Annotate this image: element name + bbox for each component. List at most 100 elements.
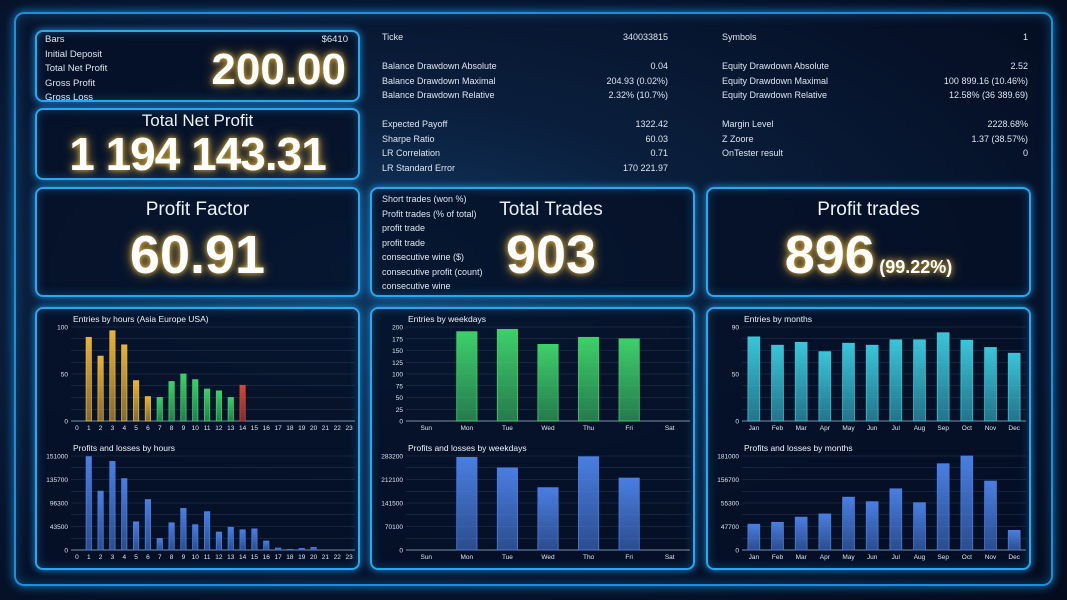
x-tick-label: Wed — [541, 554, 555, 561]
bar — [310, 547, 317, 551]
bar — [168, 522, 175, 551]
x-tick-label: 9 — [182, 554, 186, 561]
bar — [936, 332, 950, 422]
y-tick-label: 125 — [392, 360, 403, 367]
bar — [496, 328, 518, 422]
bar — [144, 499, 151, 551]
corner-value: $6410 — [321, 34, 348, 45]
trade-stat-label: Profit trades (% of total) — [382, 208, 477, 219]
x-tick-label: 19 — [298, 554, 306, 561]
x-tick-label: 12 — [215, 425, 223, 432]
bar — [275, 547, 282, 551]
bar — [747, 523, 761, 551]
stat-value: 170 221.97 — [622, 162, 668, 173]
stat-label: Equity Drawdown Absolute — [722, 61, 830, 71]
x-tick-label: Sun — [420, 554, 432, 561]
total-trades-value: 903 — [505, 225, 597, 285]
stat-value: 340033815 — [622, 32, 668, 42]
stat-value: 60.03 — [645, 133, 668, 144]
y-tick-label: 0 — [399, 548, 403, 555]
trade-stat-label: Short trades (won %) — [382, 194, 467, 204]
bar — [865, 344, 879, 422]
x-tick-label: Fri — [625, 554, 633, 561]
x-tick-label: 13 — [227, 554, 235, 561]
bar — [818, 351, 832, 422]
bar — [109, 461, 116, 551]
stat-row: Expected Payoff 1322.42 — [382, 117, 668, 132]
bar — [180, 373, 187, 422]
y-tick-label: 212100 — [381, 477, 403, 484]
stat-label: Ticke — [382, 32, 404, 42]
bar — [251, 528, 258, 551]
x-tick-label: 8 — [170, 554, 174, 561]
x-tick-label: 0 — [75, 554, 79, 561]
bar — [133, 521, 140, 551]
profits-by-hours-chart: Profits and losses by hours0435009630013… — [46, 443, 355, 561]
x-tick-label: May — [842, 554, 855, 561]
bar — [984, 480, 997, 551]
bar — [133, 380, 140, 422]
bar — [156, 397, 163, 422]
bar — [286, 548, 293, 551]
y-tick-label: 50 — [61, 372, 69, 379]
profit-factor-title: Profit Factor — [145, 199, 250, 220]
bar — [960, 339, 974, 422]
bar — [456, 331, 478, 422]
x-tick-label: 22 — [334, 425, 342, 432]
y-tick-label: 283200 — [381, 454, 403, 461]
deposit-field-label: Total Net Profit — [45, 63, 108, 74]
deposit-field-label: Gross Profit — [45, 77, 96, 89]
x-tick-label: 6 — [146, 425, 150, 432]
bar — [913, 339, 926, 422]
bar — [578, 336, 600, 422]
bar — [618, 338, 640, 422]
profit-factor-value: 60.91 — [129, 225, 266, 285]
stat-label: Balance Drawdown Maximal — [382, 75, 496, 86]
bar — [204, 388, 211, 422]
x-tick-label: 21 — [322, 425, 330, 432]
x-tick-label: Tho — [583, 554, 595, 561]
bar — [180, 508, 187, 551]
dashboard-frame — [14, 12, 1053, 586]
chart-title: Entries by hours (Asia Europe USA) — [73, 314, 209, 324]
bar — [747, 336, 761, 422]
x-tick-label: Feb — [772, 425, 784, 432]
trade-stat-label: consecutive wine ($) — [382, 252, 465, 262]
x-tick-label: 23 — [345, 554, 353, 561]
bar — [794, 341, 808, 422]
y-tick-label: 70100 — [385, 524, 403, 531]
x-tick-label: Wed — [541, 425, 555, 432]
stat-label: Equity Drawdown Maximal — [722, 75, 829, 86]
stat-label: Z Zoore — [722, 133, 754, 144]
bar — [936, 463, 950, 551]
y-tick-label: 100 — [57, 325, 68, 332]
stat-row: Equity Drawdown Relative 12.58% (36 389.6… — [722, 88, 1028, 103]
profit-factor-panel: Profit Factor 60.91 — [35, 187, 360, 297]
x-tick-label: 15 — [251, 554, 259, 561]
stat-label: Sharpe Ratio — [382, 133, 435, 144]
stat-label: Balance Drawdown Absolute — [382, 61, 497, 71]
stat-value: 0.71 — [650, 148, 668, 158]
stat-row: Margin Level 2228.68% — [722, 117, 1028, 132]
bar — [168, 381, 175, 422]
bar — [121, 478, 128, 551]
entries-by-weekdays-chart: Entries by weekdays 0 25 50 75 100 125 150 175 20… — [392, 314, 690, 432]
x-tick-label: 2 — [99, 425, 103, 432]
bar — [818, 513, 832, 551]
stat-row: Balance Drawdown Relative 2.32% (10.7%) — [382, 88, 668, 103]
deposit-field-label: Bars — [45, 34, 65, 45]
y-tick-label: 175 — [392, 336, 403, 343]
y-tick-label: 25 — [396, 407, 404, 414]
bar — [771, 521, 784, 551]
x-tick-label: Aug — [914, 554, 926, 561]
bar — [192, 524, 199, 551]
x-tick-label: Sat — [665, 425, 675, 432]
y-tick-label: 0 — [64, 548, 68, 555]
bar — [578, 456, 600, 551]
chart-title: Entries by months — [744, 314, 812, 324]
stat-label: LR Correlation — [382, 148, 441, 158]
y-tick-label: 75 — [396, 383, 404, 390]
x-tick-label: 0 — [75, 425, 79, 432]
chart-title: Profits and losses by weekdays — [408, 443, 527, 453]
bar — [227, 397, 234, 422]
